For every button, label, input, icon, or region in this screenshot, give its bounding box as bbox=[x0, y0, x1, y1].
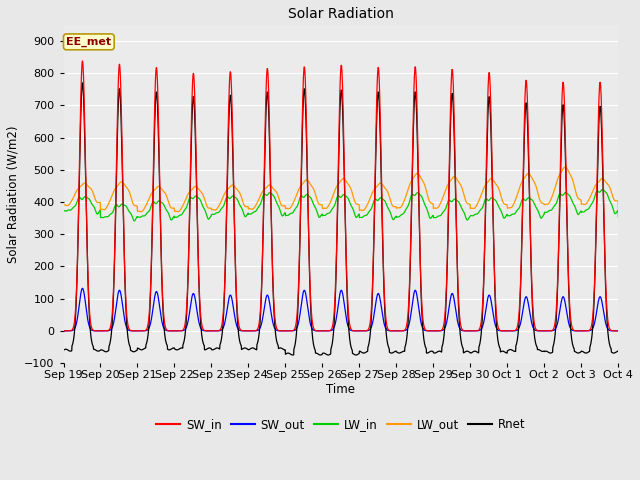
X-axis label: Time: Time bbox=[326, 383, 355, 396]
Legend: SW_in, SW_out, LW_in, LW_out, Rnet: SW_in, SW_out, LW_in, LW_out, Rnet bbox=[152, 413, 530, 435]
Y-axis label: Solar Radiation (W/m2): Solar Radiation (W/m2) bbox=[7, 125, 20, 263]
Text: EE_met: EE_met bbox=[67, 37, 111, 47]
Title: Solar Radiation: Solar Radiation bbox=[288, 7, 394, 21]
